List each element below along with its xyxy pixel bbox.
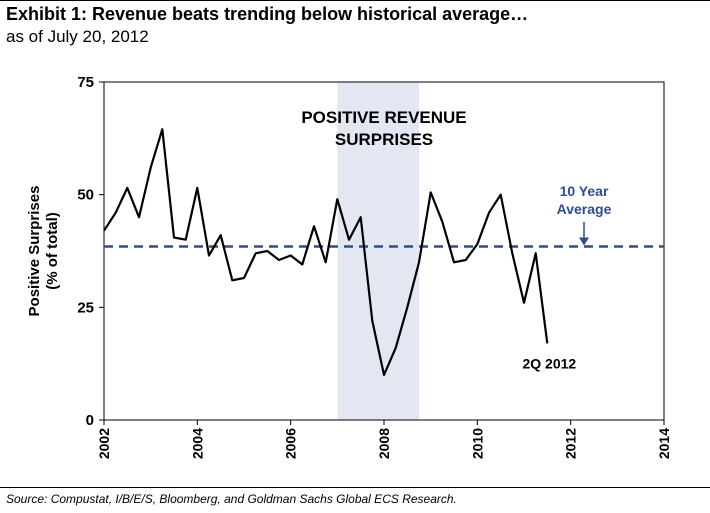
average-arrow-head: [579, 237, 589, 246]
y-tick-label: 25: [77, 299, 94, 316]
average-label: 10 Year: [560, 183, 609, 199]
x-tick-label: 2008: [376, 428, 392, 459]
end-point-label: 2Q 2012: [522, 355, 576, 371]
y-axis-label: Positive Surprises: [26, 186, 43, 317]
exhibit-subtitle: as of July 20, 2012: [6, 27, 149, 46]
top-rule: [0, 0, 710, 1]
highlight-band: [337, 82, 419, 420]
x-tick-label: 2012: [563, 428, 579, 459]
bottom-rule: [0, 487, 710, 488]
y-axis-label: (% of total): [44, 212, 61, 289]
band-label: SURPRISES: [335, 130, 433, 149]
exhibit-title: Exhibit 1: Revenue beats trending below …: [6, 4, 529, 24]
band-label: POSITIVE REVENUE: [301, 108, 466, 127]
y-tick-label: 75: [77, 74, 94, 91]
x-tick-label: 2010: [469, 428, 485, 459]
source-note: Source: Compustat, I/B/E/S, Bloomberg, a…: [6, 492, 457, 506]
x-tick-label: 2006: [283, 428, 299, 459]
x-tick-label: 2014: [656, 428, 672, 459]
y-tick-label: 50: [77, 187, 94, 204]
x-tick-label: 2002: [96, 428, 112, 459]
x-tick-label: 2004: [189, 428, 205, 459]
y-tick-label: 0: [86, 412, 94, 429]
series-line: [103, 128, 549, 376]
average-label: Average: [557, 201, 612, 217]
